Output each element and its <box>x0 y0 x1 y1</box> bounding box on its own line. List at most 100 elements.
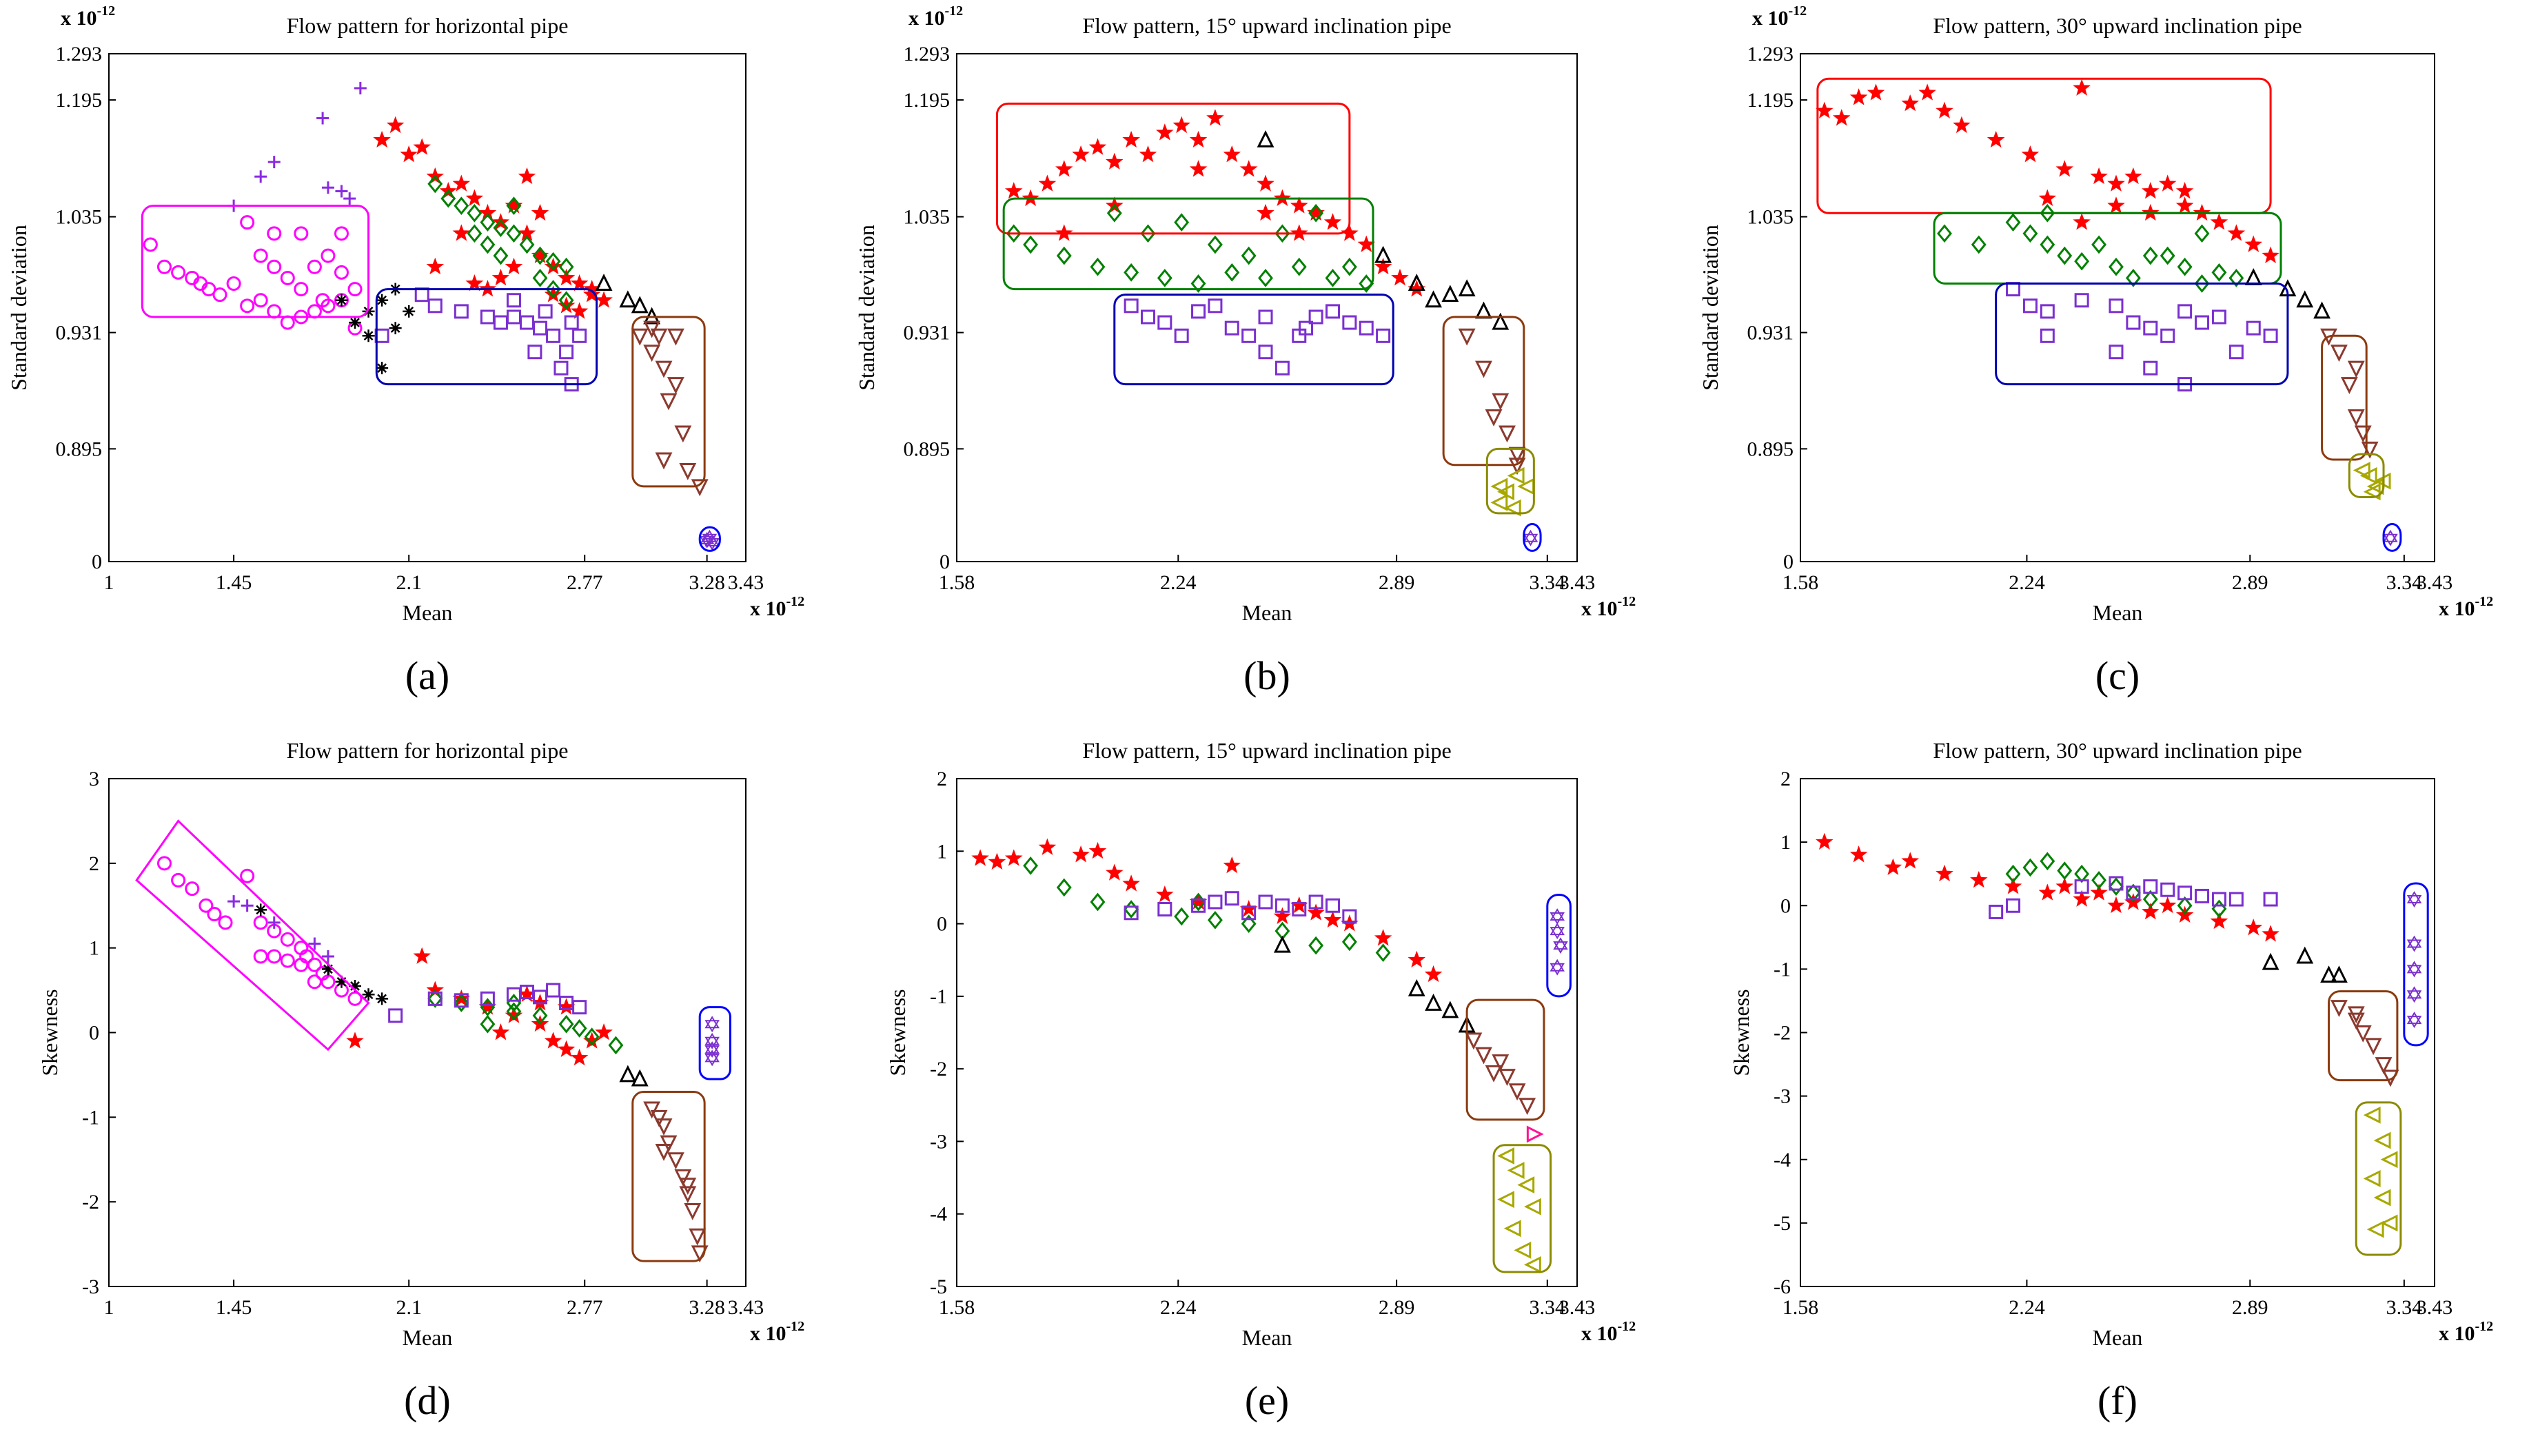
data-point <box>650 1109 668 1127</box>
data-point <box>185 881 200 896</box>
series-square <box>1989 876 2278 919</box>
x-tick-label: 3.28 <box>689 1296 725 1319</box>
y-tick-label: 1.195 <box>904 89 951 112</box>
hexagram-part-down <box>704 537 720 551</box>
data-point <box>2381 1069 2399 1087</box>
x-tick-label: 3.43 <box>2417 1296 2453 1319</box>
series-square <box>1124 891 1357 924</box>
x-tick-label: 2.89 <box>1379 1296 1415 1319</box>
data-point <box>1172 116 1190 134</box>
data-point <box>2347 1006 2365 1024</box>
series-tri-down <box>2330 1000 2399 1087</box>
data-point <box>1503 1220 1521 1238</box>
x-tick-label: 1.58 <box>1783 571 1819 594</box>
y-multiplier: x 10-12 <box>1752 3 1807 30</box>
y-tick-label: 2 <box>89 852 99 875</box>
data-point <box>1524 1255 1541 1273</box>
hexagram-part-down <box>1550 963 1565 976</box>
y-tick-label: -5 <box>1774 1212 1791 1235</box>
y-multiplier: x 10-12 <box>61 3 115 30</box>
data-point <box>2177 885 2193 901</box>
data-point <box>1867 83 1885 101</box>
panel-caption: (f) <box>2098 1378 2137 1423</box>
data-point <box>1106 152 1124 170</box>
y-tick-label: 1 <box>89 937 99 960</box>
data-point <box>1341 224 1359 241</box>
data-point <box>1374 929 1392 946</box>
y-axis-label: Standard deviation <box>6 225 31 391</box>
data-point <box>2263 892 2278 907</box>
data-point <box>506 293 521 308</box>
data-point <box>1174 328 1189 343</box>
x-tick-label: 3.34 <box>2386 1296 2423 1319</box>
data-point <box>2074 864 2090 883</box>
data-point <box>1508 1083 1526 1101</box>
x-tick-label: 3.43 <box>1559 571 1596 594</box>
panel-b: Flow pattern, 15° upward inclination pip… <box>854 3 1636 698</box>
cluster-box <box>2348 453 2385 499</box>
hexagram-part-up <box>704 1032 720 1045</box>
y-tick-label: 0.895 <box>1747 438 1794 460</box>
data-point <box>2262 246 2279 263</box>
data-point <box>2244 235 2263 252</box>
data-point <box>1023 856 1039 875</box>
data-point <box>2142 246 2158 265</box>
hexagram-part-down <box>2406 895 2422 908</box>
data-point <box>1224 263 1240 282</box>
axes-frame <box>956 778 1578 1287</box>
data-point <box>343 192 356 205</box>
x-tick-label: 2.24 <box>2009 1296 2045 1319</box>
data-point <box>608 1036 624 1055</box>
x-tick-label: 1.58 <box>939 1296 975 1319</box>
data-point <box>307 304 322 319</box>
data-point <box>386 116 405 134</box>
data-point <box>1241 246 1257 265</box>
y-axis-label: Skewness <box>37 989 62 1076</box>
data-point <box>660 1135 678 1153</box>
hexagram-part-down <box>1523 533 1538 546</box>
data-point <box>2090 167 2108 185</box>
data-point <box>307 259 322 274</box>
series-hexagram <box>2406 891 2422 1029</box>
panel-caption: (e) <box>1245 1378 1289 1423</box>
data-point <box>2263 328 2278 343</box>
data-point <box>1475 301 1492 319</box>
data-point <box>655 1118 673 1136</box>
data-point <box>545 280 561 298</box>
data-point <box>280 953 295 968</box>
hexagram-part-up <box>2383 529 2398 542</box>
y-tick-label: -4 <box>930 1203 947 1226</box>
data-point <box>294 282 309 297</box>
data-point <box>280 270 295 285</box>
data-point <box>505 257 523 275</box>
data-point <box>2211 309 2226 325</box>
series-elongated <box>227 81 367 212</box>
data-point <box>1458 279 1476 297</box>
data-point <box>2211 892 2226 907</box>
data-point <box>427 298 443 314</box>
data-point <box>480 309 495 325</box>
y-axis-label: Skewness <box>885 989 910 1076</box>
data-point <box>2177 257 2193 276</box>
data-point <box>254 903 267 916</box>
data-point <box>532 246 548 265</box>
y-tick-label: 0 <box>89 1022 99 1045</box>
data-point <box>427 989 443 1008</box>
series-tri-down <box>1465 1032 1536 1116</box>
data-point <box>2125 269 2141 287</box>
data-point <box>1989 904 2004 919</box>
data-point <box>1341 932 1357 952</box>
y-axis-label: Standard deviation <box>854 225 879 391</box>
x-tick-label: 1.58 <box>939 571 975 594</box>
data-point <box>254 170 267 183</box>
hexagram-part-up <box>704 1049 720 1063</box>
data-point <box>1206 109 1224 126</box>
data-point <box>1499 425 1516 443</box>
x-tick-label: 3.34 <box>1530 1296 1566 1319</box>
data-point <box>480 213 496 232</box>
data-point <box>1106 203 1122 223</box>
data-point <box>376 992 389 1005</box>
data-point <box>1124 900 1139 919</box>
cluster-box <box>2355 1101 2402 1256</box>
data-point <box>674 1169 692 1187</box>
